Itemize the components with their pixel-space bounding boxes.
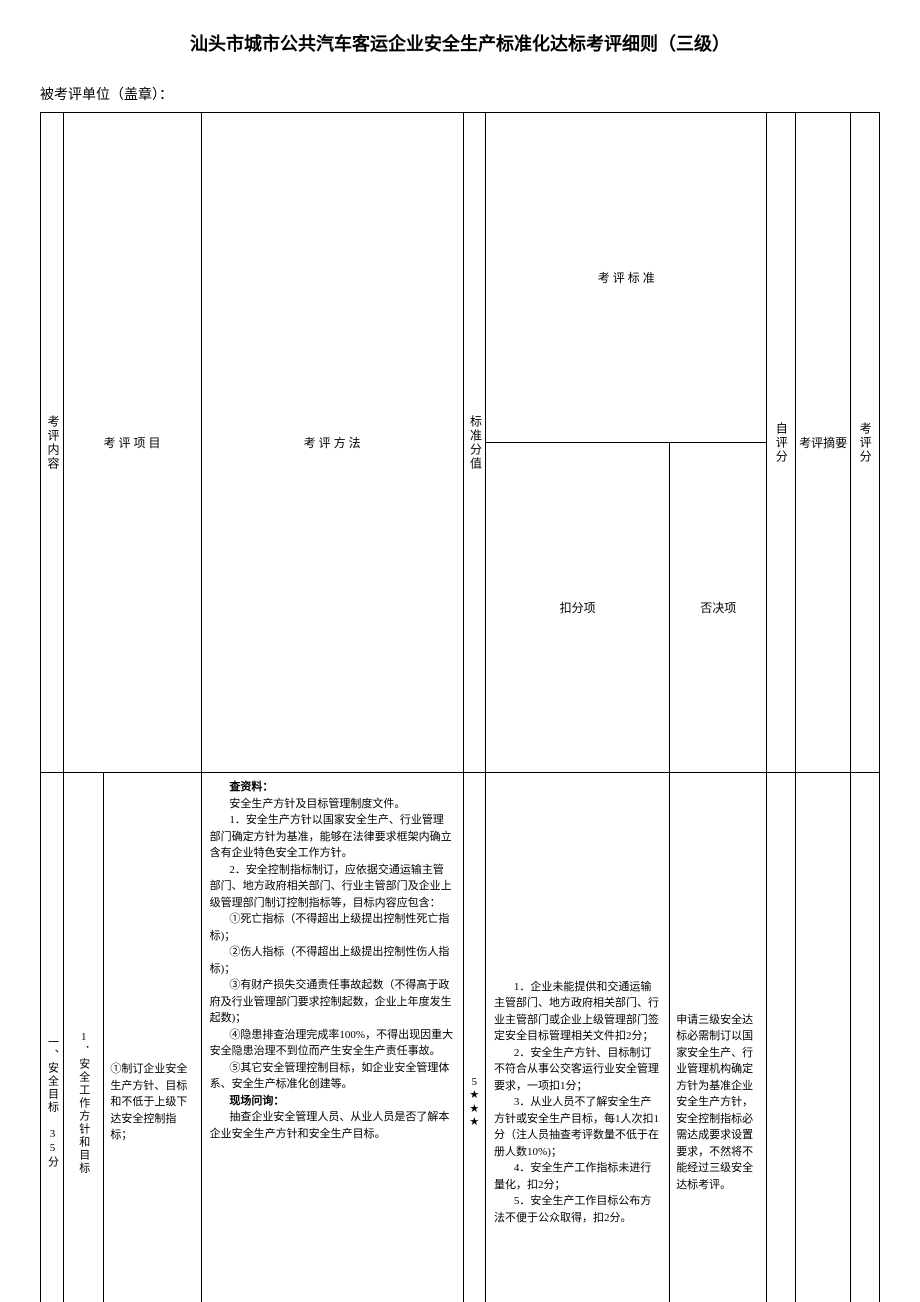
deduct-line: 2．安全生产方针、目标制订不符合从事公交客运行业安全管理要求，一项扣1分； xyxy=(494,1045,661,1095)
star-icon: ★ xyxy=(467,1116,483,1129)
score-value: 5 xyxy=(467,1076,483,1089)
method-line: ②伤人指标（不得超出上级提出控制性伤人指标)； xyxy=(210,944,455,977)
th-item: 考 评 项 目 xyxy=(63,113,201,773)
th-method: 考 评 方 法 xyxy=(201,113,463,773)
method-head-2: 现场问询： xyxy=(229,1095,284,1107)
th-criteria: 考 评 标 准 xyxy=(486,113,767,443)
deduct-line: 3．从业人员不了解安全生产方针或安全生产目标，每1人次扣1分（注人员抽查考评数量… xyxy=(494,1094,661,1160)
method-line: ⑤其它安全管理控制目标，如企业安全管理体系、安全生产标准化创建等。 xyxy=(210,1060,455,1093)
th-veto: 否决项 xyxy=(670,443,767,773)
cell-deduct: 1．企业未能提供和交通运输主管部门、地方政府相关部门、行业主管部门或企业上级管理… xyxy=(486,773,670,1302)
method-line: 1．安全生产方针以国家安全生产、行业管理部门确定方针为基准，能够在法律要求框架内… xyxy=(210,812,455,862)
method-line: 抽查企业安全管理人员、从业人员是否了解本企业安全生产方针和安全生产目标。 xyxy=(210,1109,455,1142)
method-line: 安全生产方针及目标管理制度文件。 xyxy=(210,796,455,813)
method-head-1: 查资料： xyxy=(229,781,273,793)
method-line: 2．安全控制指标制订，应依据交通运输主管部门、地方政府相关部门、行业主管部门及企… xyxy=(210,862,455,912)
th-eval: 考评分 xyxy=(851,113,880,773)
cell-self-score xyxy=(767,773,796,1302)
star-icon: ★ xyxy=(467,1089,483,1102)
th-summary: 考评摘要 xyxy=(796,113,851,773)
cell-score: 5 ★ ★ ★ xyxy=(463,773,486,1302)
method-line: ①死亡指标（不得超出上级提出控制性死亡指标)； xyxy=(210,911,455,944)
cell-method: 查资料： 安全生产方针及目标管理制度文件。 1．安全生产方针以国家安全生产、行业… xyxy=(201,773,463,1302)
data-row: 一、安全目标 35分 1．安全工作方针和目标 ①制订企业安全生产方针、目标和不低… xyxy=(41,773,880,1302)
cell-eval-score xyxy=(851,773,880,1302)
unit-label: 被考评单位（盖章）： xyxy=(40,84,880,104)
deduct-line: 1．企业未能提供和交通运输主管部门、地方政府相关部门、行业主管部门或企业上级管理… xyxy=(494,979,661,1045)
th-deduct: 扣分项 xyxy=(486,443,670,773)
evaluation-table: 考评内容 考 评 项 目 考 评 方 法 标准分值 考 评 标 准 自评分 考评… xyxy=(40,112,880,1302)
cell-item-no: 1．安全工作方针和目标 xyxy=(63,773,104,1302)
star-icon: ★ xyxy=(467,1103,483,1116)
method-line: ④隐患排查治理完成率100%，不得出现因重大安全隐患治理不到位而产生安全生产责任… xyxy=(210,1027,455,1060)
cell-veto: 申请三级安全达标必需制订以国家安全生产、行业管理机构确定方针为基准企业安全生产方… xyxy=(670,773,767,1302)
deduct-line: 5．安全生产工作目标公布方法不便于公众取得，扣2分。 xyxy=(494,1193,661,1226)
th-score: 标准分值 xyxy=(463,113,486,773)
cell-summary xyxy=(796,773,851,1302)
method-line: ③有财产损失交通责任事故起数（不得高于政府及行业管理部门要求控制起数，企业上年度… xyxy=(210,977,455,1027)
th-content: 考评内容 xyxy=(41,113,64,773)
page-title: 汕头市城市公共汽车客运企业安全生产标准化达标考评细则（三级） xyxy=(40,30,880,56)
cell-category: 一、安全目标 35分 xyxy=(41,773,64,1302)
header-row-1: 考评内容 考 评 项 目 考 评 方 法 标准分值 考 评 标 准 自评分 考评… xyxy=(41,113,880,443)
cell-item-desc: ①制订企业安全生产方针、目标和不低于上级下达安全控制指标； xyxy=(104,773,201,1302)
th-self: 自评分 xyxy=(767,113,796,773)
deduct-line: 4．安全生产工作指标未进行量化，扣2分； xyxy=(494,1160,661,1193)
